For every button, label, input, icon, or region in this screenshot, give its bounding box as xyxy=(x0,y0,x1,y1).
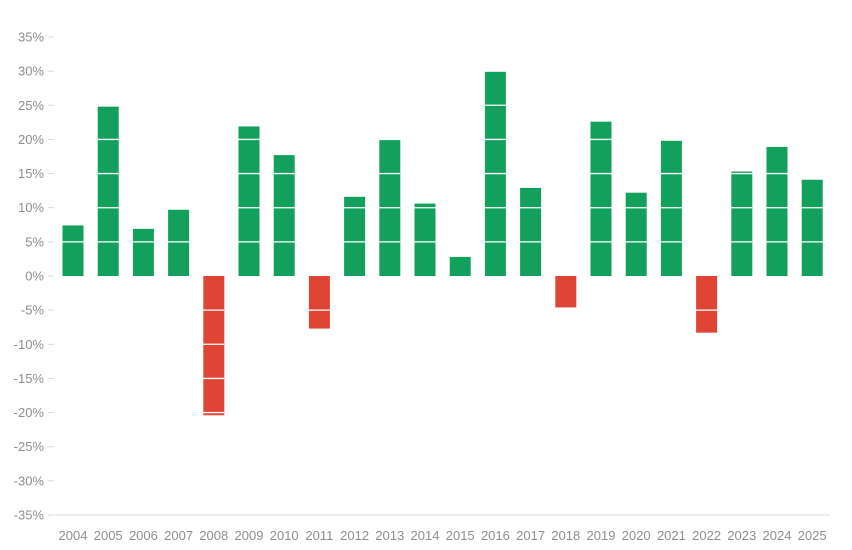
bar-group xyxy=(520,187,542,276)
y-tick-label: 30% xyxy=(18,64,44,79)
bar xyxy=(238,126,260,276)
x-tick-label: 2012 xyxy=(340,528,369,543)
x-tick-label: 2015 xyxy=(446,528,475,543)
x-tick-label: 2021 xyxy=(657,528,686,543)
bar xyxy=(62,225,84,276)
x-tick-label: 2011 xyxy=(305,528,333,543)
bar xyxy=(449,256,471,276)
y-tick-label: 25% xyxy=(18,98,44,113)
x-tick-label: 2008 xyxy=(199,528,228,543)
x-tick-label: 2023 xyxy=(727,528,756,543)
y-tick-label: -35% xyxy=(14,508,45,523)
x-tick-label: 2013 xyxy=(375,528,404,543)
bar-group xyxy=(801,179,823,276)
y-tick-label: -5% xyxy=(21,303,45,318)
y-tick-label: 5% xyxy=(25,234,44,249)
x-tick-label: 2018 xyxy=(551,528,580,543)
bar-group xyxy=(660,140,682,276)
bar-group xyxy=(696,276,718,333)
bar-group xyxy=(625,192,647,276)
bar-group xyxy=(766,146,788,276)
bar-group xyxy=(344,196,366,276)
bars xyxy=(62,71,823,416)
y-axis: -35% -30% -25% -20% -15% -10% -5% 0% 5% 10% 15% 20%… xyxy=(14,30,54,523)
bar-group xyxy=(238,126,260,276)
bar-group xyxy=(97,106,119,276)
bar xyxy=(660,140,682,276)
bar-group xyxy=(484,71,506,276)
bar xyxy=(731,171,753,276)
bar-group xyxy=(555,276,577,308)
y-tick-label: -10% xyxy=(14,337,45,352)
bar xyxy=(132,228,154,276)
y-tick-label: 15% xyxy=(18,166,44,181)
bar-group xyxy=(414,203,436,276)
y-tick-label: -15% xyxy=(14,371,45,386)
bar-group xyxy=(379,140,401,276)
bar-group xyxy=(449,256,471,276)
bar xyxy=(308,276,330,329)
x-tick-label: 2007 xyxy=(164,528,193,543)
bar-group xyxy=(308,276,330,329)
x-axis: 2004 2005 2006 2007 2008 2009 2010 2011 2012 2013… xyxy=(55,514,830,543)
bar xyxy=(801,179,823,276)
x-tick-label: 2020 xyxy=(622,528,651,543)
bar xyxy=(555,276,577,308)
bar-group xyxy=(62,225,84,276)
x-tick-label: 2004 xyxy=(59,528,88,543)
x-tick-label: 2022 xyxy=(692,528,721,543)
x-tick-label: 2009 xyxy=(235,528,264,543)
bar-group xyxy=(203,276,225,416)
bar xyxy=(97,106,119,276)
bar xyxy=(520,187,542,276)
bar xyxy=(168,209,190,276)
bar xyxy=(696,276,718,333)
x-tick-label: 2005 xyxy=(94,528,123,543)
y-tick-label: 35% xyxy=(18,30,44,45)
x-tick-label: 2025 xyxy=(798,528,827,543)
y-tick-label: -25% xyxy=(14,439,45,454)
bar xyxy=(203,276,225,416)
x-tick-label: 2017 xyxy=(516,528,545,543)
y-tick-label: 20% xyxy=(18,132,44,147)
y-tick-label: 10% xyxy=(18,200,44,215)
bar xyxy=(590,121,612,276)
bar xyxy=(414,203,436,276)
x-tick-label: 2019 xyxy=(587,528,616,543)
bar-group xyxy=(590,121,612,276)
bar xyxy=(766,146,788,276)
x-tick-label: 2006 xyxy=(129,528,158,543)
bar-group xyxy=(168,209,190,276)
bar-group xyxy=(132,228,154,276)
x-tick-label: 2010 xyxy=(270,528,299,543)
x-tick-label: 2016 xyxy=(481,528,510,543)
bar xyxy=(625,192,647,276)
bar-group xyxy=(731,171,753,276)
y-tick-label: -20% xyxy=(14,405,45,420)
bar xyxy=(273,155,295,276)
bar-group xyxy=(273,155,295,276)
y-tick-label: -30% xyxy=(14,473,45,488)
bar xyxy=(344,196,366,276)
y-tick-label: 0% xyxy=(25,269,44,284)
x-tick-label: 2024 xyxy=(763,528,792,543)
x-tick-label: 2014 xyxy=(411,528,440,543)
